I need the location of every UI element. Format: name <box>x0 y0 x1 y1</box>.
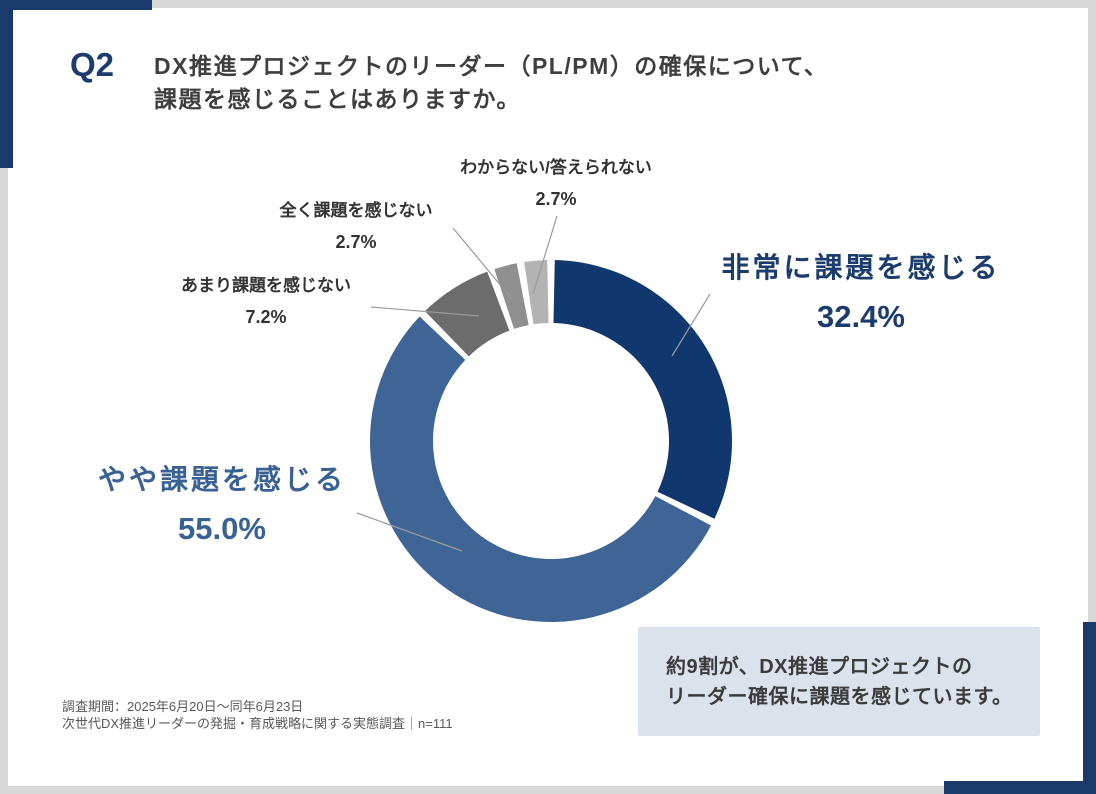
label-strongly-feel-pct: 32.4% <box>817 299 905 334</box>
label-somewhat-feel-pct: 55.0% <box>178 511 266 546</box>
label-somewhat-feel: やや課題を感じる 55.0% <box>98 464 346 547</box>
leader-line-not-at-all <box>452 227 513 300</box>
survey-source-note: 調査期間：2025年6月20日～同年6月23日 次世代DX推進リーダーの発掘・育… <box>62 699 453 732</box>
corner-accent-top-left-vertical <box>0 0 13 168</box>
question-title-line1: DX推進プロジェクトのリーダー（PL/PM）の確保について、 <box>154 53 829 79</box>
corner-accent-bottom-right-vertical <box>1083 622 1096 794</box>
label-not-at-all-text: 全く課題を感じない <box>279 201 433 220</box>
survey-name: 次世代DX推進リーダーの発掘・育成戦略に関する実態調査｜n=111 <box>62 715 453 731</box>
corner-accent-top-left-horizontal <box>0 0 152 10</box>
donut-segment-3 <box>494 263 529 329</box>
donut-segments <box>369 260 732 623</box>
donut-segment-1 <box>369 316 712 623</box>
donut-segment-0 <box>553 260 732 519</box>
label-dont-know-pct: 2.7% <box>535 189 577 209</box>
question-title: DX推進プロジェクトのリーダー（PL/PM）の確保について、 課題を感じることは… <box>154 50 828 116</box>
label-not-at-all-pct: 2.7% <box>335 232 377 252</box>
frame-edge-left <box>0 0 8 794</box>
label-strongly-feel: 非常に課題を感じる 32.4% <box>721 252 1000 335</box>
leader-lines <box>356 215 711 552</box>
donut-segment-2 <box>424 271 510 357</box>
label-not-much: あまり課題を感じない 7.2% <box>181 275 351 328</box>
leader-line-dont-know <box>532 215 558 295</box>
frame-edge-right <box>1088 0 1096 794</box>
frame-edge-bottom <box>0 786 1096 794</box>
leader-line-not-much <box>370 306 480 317</box>
label-not-at-all: 全く課題を感じない 2.7% <box>280 200 433 253</box>
label-strongly-feel-text: 非常に課題を感じる <box>721 252 1001 283</box>
donut-segment-4 <box>524 260 549 325</box>
frame-edge-top <box>0 0 1096 8</box>
label-not-much-text: あまり課題を感じない <box>181 276 351 295</box>
label-somewhat-feel-text: やや課題を感じる <box>97 464 347 495</box>
key-finding-line1: 約9割が、DX推進プロジェクトの <box>666 655 973 678</box>
label-not-much-pct: 7.2% <box>245 307 287 327</box>
question-title-line2: 課題を感じることはありますか。 <box>154 86 522 112</box>
label-dont-know-text: わからない/答えられない <box>460 158 652 177</box>
corner-accent-bottom-right-horizontal <box>944 781 1096 794</box>
leader-line-strongly-feel <box>671 293 711 357</box>
question-number: Q2 <box>70 46 115 83</box>
key-finding-line2: リーダー確保に課題を感じています。 <box>666 685 1013 708</box>
key-finding-box: 約9割が、DX推進プロジェクトの リーダー確保に課題を感じています。 <box>638 627 1040 736</box>
label-dont-know: わからない/答えられない 2.7% <box>460 157 652 210</box>
leader-line-somewhat-feel <box>356 512 463 552</box>
survey-period: 調査期間：2025年6月20日～同年6月23日 <box>62 699 304 714</box>
